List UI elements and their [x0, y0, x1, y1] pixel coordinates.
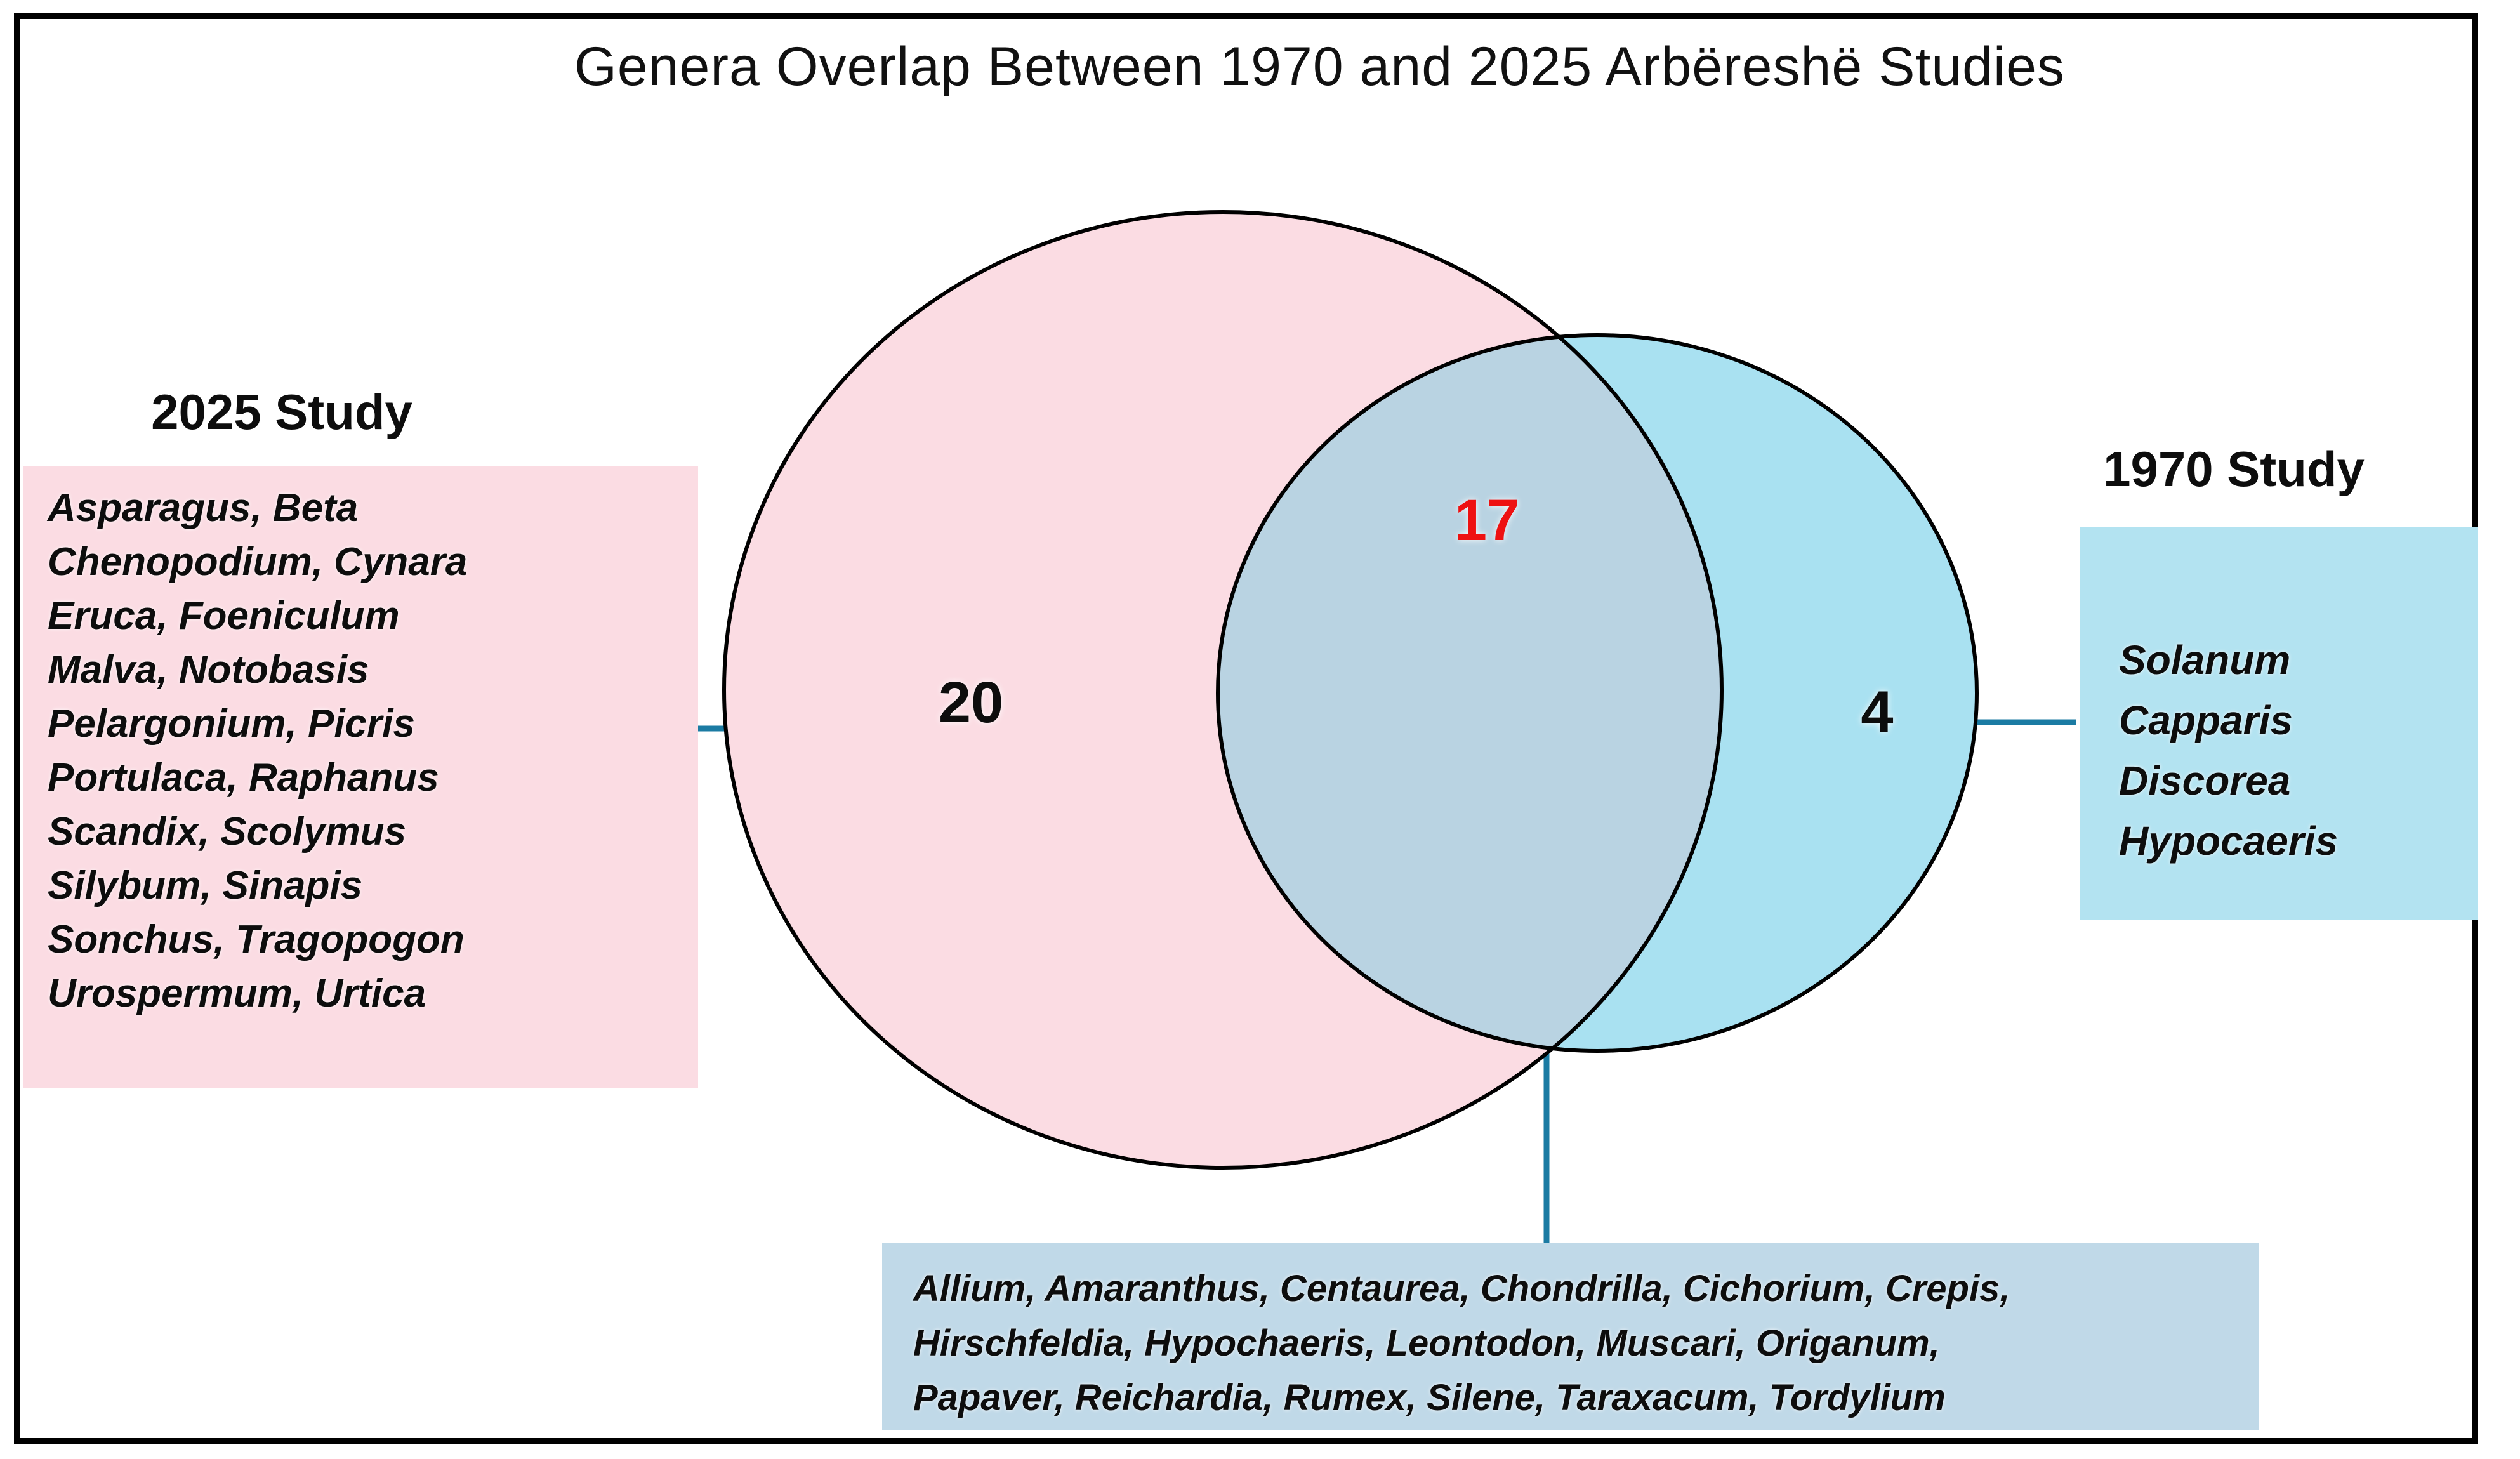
genus-line: Chenopodium, Cynara: [48, 540, 468, 584]
genera-list-1970-only: Solanum Capparis Discorea Hypocaeris: [2080, 527, 2478, 920]
genus-line: Capparis: [2119, 697, 2293, 743]
genus-line: Silybum, Sinapis: [48, 864, 363, 908]
diagram-title: Genera Overlap Between 1970 and 2025 Arb…: [574, 36, 2065, 97]
heading-2025-study: 2025 Study: [151, 384, 412, 440]
genera-list-2025-only: Asparagus, Beta Chenopodium, Cynara Eruc…: [23, 466, 698, 1088]
venn-circle-2025-outline: [722, 210, 1724, 1170]
genus-line: Portulaca, Raphanus: [48, 756, 439, 800]
genus-line: Discorea: [2119, 758, 2291, 803]
venn-circle-1970-outline: [1216, 333, 1979, 1053]
count-overlap: 17: [1454, 488, 1520, 553]
genus-line: Pelargonium, Picris: [48, 702, 415, 746]
genus-line: Papaver, Reichardia, Rumex, Silene, Tara…: [913, 1377, 1946, 1418]
genus-line: Eruca, Foeniculum: [48, 594, 400, 638]
count-1970-only: 4: [1861, 680, 1894, 744]
count-2025-only: 20: [938, 670, 1004, 735]
genus-line: Sonchus, Tragopogon: [48, 918, 465, 961]
genus-line: Solanum: [2119, 637, 2291, 683]
genus-line: Urospermum, Urtica: [48, 972, 426, 1015]
genera-list-shared: Allium, Amaranthus, Centaurea, Chondrill…: [882, 1243, 2259, 1430]
venn-overlap-region: [1218, 335, 1722, 1051]
genus-line: Asparagus, Beta: [48, 486, 359, 530]
genus-line: Malva, Notobasis: [48, 648, 369, 692]
genus-line: Hirschfeldia, Hypochaeris, Leontodon, Mu…: [913, 1323, 1940, 1364]
heading-1970-study: 1970 Study: [2103, 441, 2365, 497]
genus-line: Allium, Amaranthus, Centaurea, Chondrill…: [913, 1268, 2010, 1309]
genus-line: Scandix, Scolymus: [48, 810, 407, 854]
genus-line: Hypocaeris: [2119, 818, 2339, 864]
